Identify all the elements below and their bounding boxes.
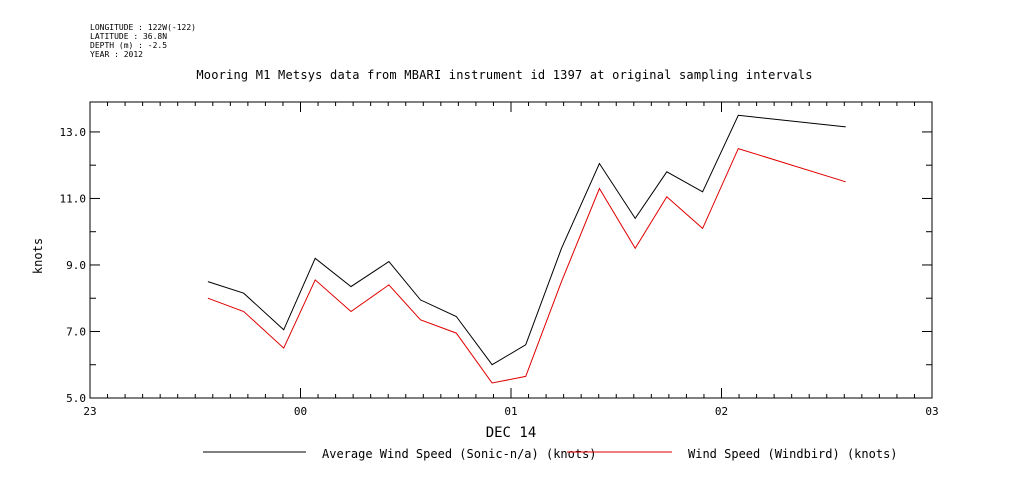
chart-title: Mooring M1 Metsys data from MBARI instru… bbox=[196, 68, 813, 82]
legend-label-average-wind-speed: Average Wind Speed (Sonic-n/a) (knots) bbox=[322, 447, 597, 461]
x-axis-label: DEC 14 bbox=[486, 425, 537, 441]
meta-longitude: LONGITUDE : 122W(-122) bbox=[90, 23, 196, 32]
series-line-average-wind-speed bbox=[207, 114, 846, 366]
x-tick-label: 00 bbox=[294, 405, 307, 418]
meta-year: YEAR : 2012 bbox=[90, 50, 143, 59]
y-tick-label: 13.0 bbox=[60, 126, 87, 139]
y-tick-label: 9.0 bbox=[66, 259, 86, 272]
series-line-windbird-wind-speed bbox=[207, 147, 846, 384]
y-tick-label: 11.0 bbox=[60, 192, 87, 205]
x-tick-label: 03 bbox=[925, 405, 938, 418]
series-lines bbox=[207, 114, 846, 384]
legend: Average Wind Speed (Sonic-n/a) (knots) W… bbox=[203, 447, 898, 461]
x-tick-label: 01 bbox=[504, 405, 517, 418]
x-tick-label: 02 bbox=[715, 405, 728, 418]
y-tick-label: 5.0 bbox=[66, 392, 86, 405]
axis-tick-labels: 5.0 7.0 9.0 11.0 13.0 23 00 01 02 03 bbox=[60, 126, 939, 418]
meta-latitude: LATITUDE : 36.8N bbox=[90, 32, 168, 41]
axis-ticks bbox=[89, 102, 933, 399]
y-tick-label: 7.0 bbox=[66, 325, 86, 338]
x-tick-label: 23 bbox=[83, 405, 96, 418]
y-axis-label: knots bbox=[31, 238, 45, 274]
legend-label-windbird-wind-speed: Wind Speed (Windbird) (knots) bbox=[688, 447, 898, 461]
meta-depth: DEPTH (m) : -2.5 bbox=[90, 41, 168, 50]
